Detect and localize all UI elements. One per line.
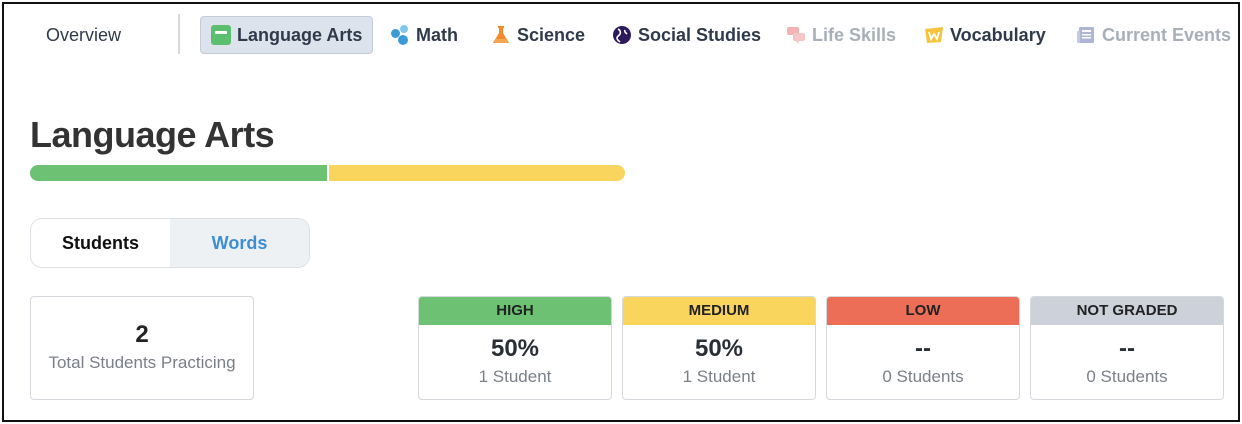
total-students-value: 2: [135, 321, 149, 348]
book-icon: [211, 25, 231, 45]
nav-current-events[interactable]: Current Events: [1076, 16, 1231, 54]
nav-divider: [178, 14, 180, 54]
grade-card-count: 0 Students: [882, 367, 964, 386]
nav-social-studies-label: Social Studies: [638, 24, 762, 45]
total-students-card: 2 Total Students Practicing: [30, 296, 254, 400]
newspaper-icon: [1076, 25, 1096, 45]
students-tab[interactable]: Students: [31, 219, 170, 267]
nav-overview-label: Overview: [46, 24, 122, 45]
grade-progress-bar: [30, 165, 625, 181]
flask-icon: [491, 25, 511, 45]
nav-current-events-label: Current Events: [1102, 24, 1232, 45]
grade-card-medium[interactable]: MEDIUM 50% 1 Student: [622, 296, 816, 400]
nav-overview[interactable]: Overview: [46, 16, 121, 54]
grade-card-percent: --: [915, 335, 931, 362]
nav-language-arts[interactable]: Language Arts: [200, 16, 374, 54]
grade-card-header: MEDIUM: [623, 297, 815, 325]
grade-card-high[interactable]: HIGH 50% 1 Student: [418, 296, 612, 400]
page-title: Language Arts: [30, 114, 275, 155]
nav-math-label: Math: [416, 24, 458, 45]
nav-math[interactable]: Math: [390, 16, 458, 54]
nav-vocabulary[interactable]: Vocabulary: [924, 16, 1046, 54]
view-toggle: Students Words: [30, 218, 310, 268]
grade-card-count: 0 Students: [1086, 367, 1168, 386]
grade-card-count: 1 Student: [478, 367, 552, 386]
nav-life-skills-label: Life Skills: [812, 24, 897, 45]
nav-life-skills[interactable]: Life Skills: [786, 16, 896, 54]
grade-card-not-graded[interactable]: NOT GRADED -- 0 Students: [1030, 296, 1224, 400]
shapes-icon: [390, 25, 410, 45]
total-students-label: Total Students Practicing: [48, 353, 236, 372]
words-tab[interactable]: Words: [170, 219, 309, 267]
nav-social-studies[interactable]: Social Studies: [612, 16, 761, 54]
grade-card-percent: 50%: [694, 335, 744, 362]
vocabulary-icon: [924, 25, 944, 45]
grade-card-low[interactable]: LOW -- 0 Students: [826, 296, 1020, 400]
nav-science[interactable]: Science: [491, 16, 585, 54]
grade-card-count: 1 Student: [682, 367, 756, 386]
grade-card-header: LOW: [827, 297, 1019, 325]
globe-icon: [612, 25, 632, 45]
grade-card-percent: 50%: [490, 335, 540, 362]
nav-vocabulary-label: Vocabulary: [950, 24, 1046, 45]
progress-high-segment: [30, 165, 327, 181]
grade-card-header: NOT GRADED: [1031, 297, 1223, 325]
subject-nav: Overview Language Arts Math Science: [4, 12, 1238, 56]
nav-language-arts-label: Language Arts: [237, 24, 363, 45]
progress-medium-segment: [328, 165, 625, 181]
chat-bubbles-icon: [786, 25, 806, 45]
grade-card-header: HIGH: [419, 297, 611, 325]
grade-card-percent: --: [1119, 335, 1135, 362]
nav-science-label: Science: [517, 24, 586, 45]
